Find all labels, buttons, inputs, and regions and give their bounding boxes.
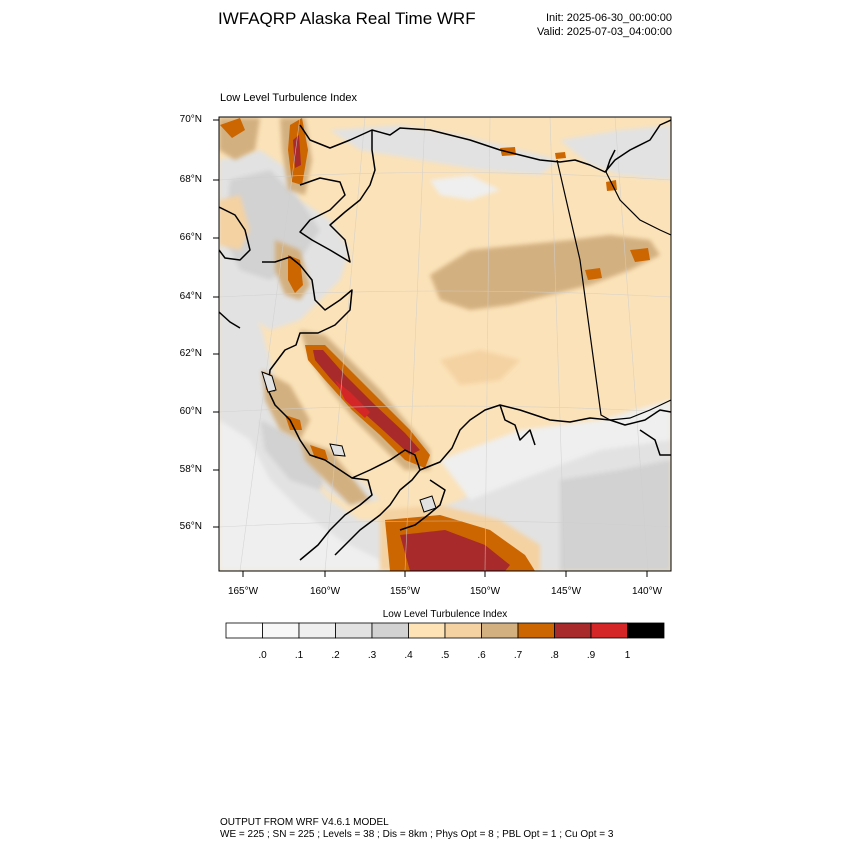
colorbar-swatch bbox=[444, 622, 482, 639]
lon-tick: 145°W bbox=[550, 586, 582, 597]
footer-model: OUTPUT FROM WRF V4.6.1 MODEL bbox=[220, 817, 389, 828]
footer-config: WE = 225 ; SN = 225 ; Levels = 38 ; Dis … bbox=[220, 829, 614, 840]
lon-tick: 155°W bbox=[389, 586, 421, 597]
turbulence-field bbox=[219, 117, 671, 571]
colorbar-swatch bbox=[371, 622, 409, 639]
colorbar-swatch bbox=[627, 622, 665, 639]
init-time: Init: 2025-06-30_00:00:00 bbox=[546, 12, 672, 24]
colorbar-swatch bbox=[408, 622, 446, 639]
colorbar-label: .4 bbox=[404, 650, 413, 661]
colorbar-label: .7 bbox=[513, 650, 523, 661]
lat-tick: 68°N bbox=[179, 174, 202, 185]
lat-tick: 64°N bbox=[179, 291, 202, 302]
lat-tick: 56°N bbox=[179, 521, 202, 532]
colorbar-swatch bbox=[262, 622, 300, 639]
valid-time: Valid: 2025-07-03_04:00:00 bbox=[537, 26, 672, 38]
colorbar-swatch bbox=[335, 622, 373, 639]
colorbar-label: .1 bbox=[294, 650, 304, 661]
colorbar-title: Low Level Turbulence Index bbox=[382, 609, 508, 620]
map-subtitle: Low Level Turbulence Index bbox=[220, 92, 357, 104]
colorbar-label: .5 bbox=[440, 650, 450, 661]
colorbar-label: .3 bbox=[367, 650, 377, 661]
colorbar-swatch bbox=[298, 622, 336, 639]
colorbar-label: .0 bbox=[258, 650, 267, 661]
map-frame bbox=[218, 116, 672, 572]
lat-tick: 62°N bbox=[179, 348, 202, 359]
plot-title: IWFAQRP Alaska Real Time WRF bbox=[218, 9, 476, 28]
colorbar-label: .9 bbox=[586, 650, 596, 661]
colorbar-swatch bbox=[554, 622, 592, 639]
lat-tick: 58°N bbox=[179, 464, 202, 475]
lat-tick: 66°N bbox=[179, 232, 202, 243]
lat-tick: 60°N bbox=[179, 406, 202, 417]
lon-tick: 150°W bbox=[469, 586, 501, 597]
colorbar-swatch bbox=[225, 622, 263, 639]
colorbar-label: .6 bbox=[477, 650, 486, 661]
colorbar-label: .2 bbox=[331, 650, 340, 661]
colorbar-swatch bbox=[517, 622, 555, 639]
lat-tick: 70°N bbox=[179, 114, 202, 125]
colorbar-label: .8 bbox=[550, 650, 559, 661]
colorbar-swatch bbox=[481, 622, 519, 639]
colorbar-label: 1 bbox=[624, 650, 631, 661]
lon-tick: 160°W bbox=[309, 586, 341, 597]
lon-tick: 140°W bbox=[631, 586, 663, 597]
colorbar-swatch bbox=[590, 622, 628, 639]
colorbar bbox=[225, 622, 665, 639]
lon-tick: 165°W bbox=[227, 586, 259, 597]
